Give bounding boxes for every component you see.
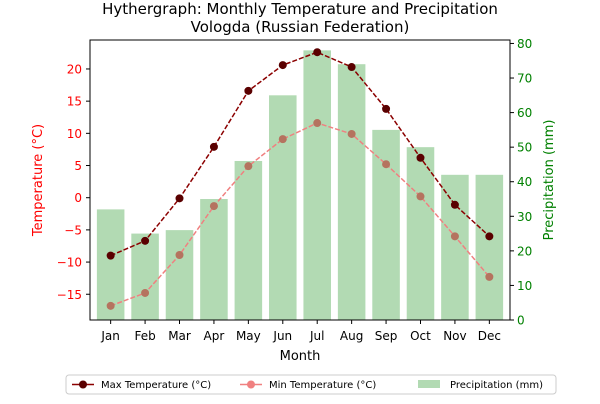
min-temp-point-oct [416, 192, 425, 201]
precip-bar-dec [475, 174, 504, 320]
max-temp-point-jun [278, 61, 287, 70]
right-tick-label: 70 [517, 72, 532, 86]
precip-bar-may [234, 160, 263, 320]
legend-label-max: Max Temperature (°C) [101, 380, 211, 391]
x-tick-label-feb: Feb [134, 329, 155, 343]
max-temp-point-sep [382, 104, 391, 113]
precip-bar-feb [131, 233, 159, 320]
chart-subtitle: Vologda (Russian Federation) [191, 18, 410, 36]
legend-label-min: Min Temperature (°C) [269, 380, 376, 391]
x-tick-label-apr: Apr [204, 329, 225, 343]
left-tick-label: 5 [74, 159, 82, 173]
max-temp-point-apr [209, 142, 218, 151]
precip-bar-aug [337, 64, 366, 320]
right-tick-label: 10 [517, 279, 532, 293]
left-tick-label: −5 [64, 223, 82, 237]
right-tick-label: 40 [517, 175, 532, 189]
left-tick-label: 10 [67, 127, 82, 141]
legend-item-max: Max Temperature (°C) [72, 380, 211, 391]
min-temperature-line [110, 122, 490, 307]
right-tick-label: 20 [517, 244, 532, 258]
legend-swatch-max-marker [79, 380, 87, 389]
min-temp-point-apr [209, 202, 218, 211]
min-temp-point-nov [450, 232, 459, 241]
x-tick-label-jan: Jan [100, 329, 120, 343]
legend-swatch-min-marker [247, 380, 255, 389]
precip-bar-mar [165, 230, 194, 320]
x-tick-label-may: May [236, 329, 261, 343]
max-temperature-line [110, 51, 490, 257]
max-temp-point-jul [313, 48, 322, 57]
x-tick-label-sep: Sep [375, 329, 398, 343]
right-tick-label: 0 [517, 314, 525, 328]
x-tick-label-jul: Jul [309, 329, 324, 343]
x-tick-label-nov: Nov [443, 329, 466, 343]
min-temp-point-jan [106, 301, 115, 310]
legend-swatch-bar [418, 380, 440, 388]
precip-bar-apr [200, 199, 228, 320]
left-axis: −15 −10 −5 0 5 10 15 20 [57, 62, 90, 302]
left-tick-label: 20 [67, 62, 82, 76]
right-axis-label: Precipitation (mm) [542, 120, 557, 241]
right-tick-label: 60 [517, 106, 532, 120]
max-temp-point-mar [175, 194, 184, 203]
min-temp-point-jul [313, 119, 322, 128]
legend-item-min: Min Temperature (°C) [240, 380, 376, 391]
right-tick-label: 30 [517, 210, 532, 224]
legend-item-precip: Precipitation (mm) [418, 380, 543, 391]
x-tick-label-dec: Dec [478, 329, 501, 343]
left-axis-label: Temperature (°C) [31, 124, 46, 237]
precip-bar-jan [96, 209, 125, 320]
left-tick-label: 15 [67, 95, 82, 109]
min-temp-point-jun [278, 135, 287, 144]
chart-title: Hythergraph: Monthly Temperature and Pre… [102, 0, 498, 18]
precip-bar-jun [269, 95, 297, 320]
max-temp-point-oct [416, 153, 425, 162]
left-tick-label: −10 [57, 256, 82, 270]
max-temp-point-may [244, 86, 253, 95]
right-axis: 0 10 20 30 40 50 60 70 80 [510, 37, 532, 328]
right-tick-label: 50 [517, 141, 532, 155]
x-axis: Jan Feb Mar Apr May Jun Jul Aug Sep Oct Nov Dec [100, 320, 501, 343]
precipitation-bars [96, 50, 504, 321]
max-temp-point-nov [450, 200, 459, 209]
min-temp-point-aug [347, 129, 356, 138]
precip-bar-sep [372, 129, 400, 320]
max-temp-point-feb [141, 236, 150, 245]
min-temp-point-feb [141, 288, 150, 297]
legend-label-precip: Precipitation (mm) [450, 380, 543, 391]
max-temp-point-aug [347, 63, 356, 72]
left-tick-label: 0 [74, 191, 82, 205]
legend-box [65, 374, 557, 395]
x-tick-label-aug: Aug [340, 329, 363, 343]
max-temp-point-dec [485, 232, 494, 241]
min-temp-point-sep [382, 160, 391, 169]
temperature-lines [106, 48, 494, 310]
min-temp-point-dec [485, 272, 494, 281]
x-axis-label: Month [280, 349, 321, 364]
x-tick-label-mar: Mar [168, 329, 191, 343]
legend: Max Temperature (°C) Min Temperature (°C… [65, 374, 557, 395]
x-tick-label-jun: Jun [272, 329, 292, 343]
precip-bar-oct [406, 147, 435, 320]
right-tick-label: 80 [517, 37, 532, 51]
min-temp-point-may [244, 162, 253, 171]
left-tick-label: −15 [57, 288, 82, 302]
x-tick-label-oct: Oct [410, 329, 431, 343]
plot-frame [89, 39, 511, 321]
max-temp-point-jan [106, 251, 115, 260]
min-temp-point-mar [175, 250, 184, 259]
precip-bar-jul [303, 50, 331, 321]
